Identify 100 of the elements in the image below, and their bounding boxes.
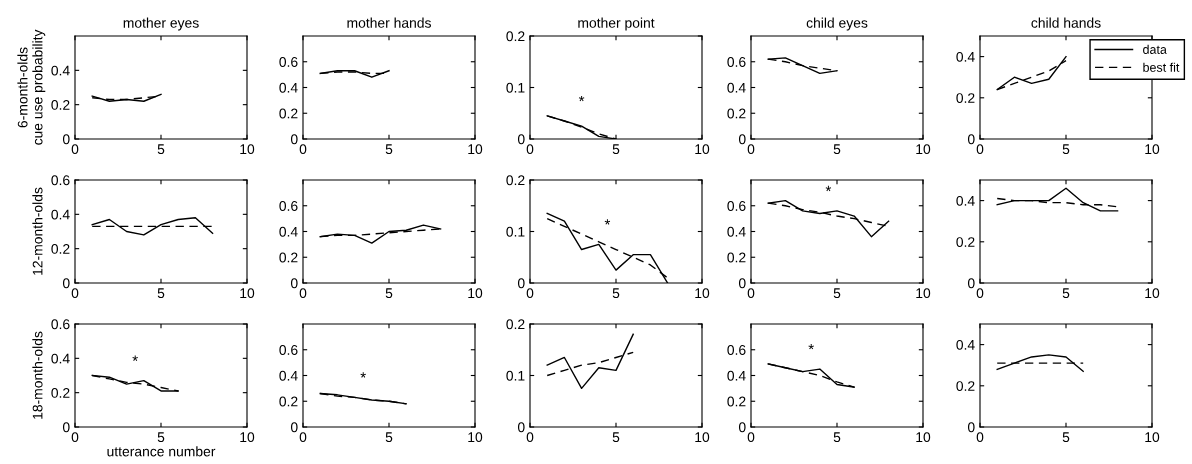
x-tick-label: 5 <box>385 288 393 299</box>
x-tick-label: 5 <box>1062 144 1070 155</box>
y-tick-label: 0 <box>62 134 70 145</box>
y-tick-label: 0.4 <box>727 82 746 93</box>
y-tick-label: 0.6 <box>51 319 70 330</box>
y-tick-label: 0.2 <box>506 319 525 330</box>
y-tick-label: 0.1 <box>506 370 525 381</box>
x-tick-label: 5 <box>385 144 393 155</box>
x-axis-title: utterance number <box>107 446 216 457</box>
x-tick-label: 5 <box>833 144 841 155</box>
y-tick-label: 0.1 <box>506 82 525 93</box>
y-tick-label: 0.4 <box>51 209 70 220</box>
x-tick-label: 10 <box>695 432 710 443</box>
line-series <box>996 354 1084 373</box>
y-tick-label: 0.2 <box>279 396 298 407</box>
x-tick-label: 5 <box>157 288 165 299</box>
y-tick-label: 0 <box>738 278 746 289</box>
y-tick-label: 0.4 <box>51 353 70 364</box>
y-tick-label: 0 <box>967 134 975 145</box>
y-axis-title: 12-month-olds <box>32 187 43 275</box>
x-tick-label: 10 <box>695 288 710 299</box>
x-tick-label: 10 <box>916 144 931 155</box>
annotation: * <box>360 372 366 378</box>
chart-title: mother point <box>578 17 655 31</box>
x-tick-label: 5 <box>157 144 165 155</box>
y-axis-title: 18-month-olds <box>32 331 43 419</box>
y-tick-label: 0 <box>517 422 525 433</box>
x-tick-label: 10 <box>916 432 931 443</box>
y-tick-label: 0.2 <box>956 381 975 391</box>
x-tick-label: 10 <box>1145 288 1160 299</box>
y-tick-label: 0.4 <box>727 370 746 381</box>
x-tick-label: 5 <box>157 432 165 443</box>
y-tick-label: 0.6 <box>727 201 746 211</box>
x-tick-label: 5 <box>612 288 620 299</box>
x-tick-label: 0 <box>71 144 79 155</box>
y-tick-label: 0.1 <box>506 226 525 237</box>
x-tick-label: 0 <box>526 432 534 443</box>
x-tick-label: 0 <box>976 288 984 299</box>
y-tick-label: 0.6 <box>727 345 746 355</box>
x-tick-label: 0 <box>299 144 307 155</box>
line-series <box>996 187 1119 212</box>
line-series <box>546 333 634 390</box>
y-tick-label: 0.2 <box>727 252 746 263</box>
y-tick-label: 0.4 <box>279 82 298 93</box>
y-axis-title: 6-month-olds cue use probability <box>17 29 46 145</box>
x-tick-label: 0 <box>976 432 984 443</box>
x-tick-label: 10 <box>468 432 483 443</box>
annotation: * <box>604 219 611 225</box>
x-tick-label: 10 <box>1145 144 1160 155</box>
y-tick-label: 0 <box>290 422 298 433</box>
annotation: * <box>132 355 138 361</box>
y-tick-label: 0.2 <box>51 100 70 110</box>
y-tick-label: 0.2 <box>279 252 298 263</box>
x-tick-label: 0 <box>299 288 307 299</box>
x-tick-label: 0 <box>747 144 755 155</box>
y-tick-label: 0.6 <box>279 57 298 67</box>
y-tick-label: 0.6 <box>279 201 298 211</box>
x-tick-label: 5 <box>1062 432 1070 443</box>
x-tick-label: 5 <box>1062 288 1070 299</box>
annotation: * <box>825 185 832 192</box>
y-tick-label: 0.2 <box>956 93 975 103</box>
x-tick-label: 10 <box>695 144 710 155</box>
y-tick-label: 0 <box>62 278 70 289</box>
y-tick-label: 0.4 <box>279 226 298 237</box>
y-tick-label: 0.2 <box>506 31 525 42</box>
y-tick-label: 0.2 <box>727 396 746 407</box>
chart-title: child eyes <box>806 17 868 31</box>
y-tick-label: 0.6 <box>279 345 298 355</box>
chart-title: child hands <box>1031 17 1101 28</box>
x-tick-label: 0 <box>299 432 307 443</box>
chart-title: mother hands <box>347 17 431 28</box>
x-tick-label: 0 <box>71 288 79 299</box>
x-tick-label: 10 <box>1145 432 1160 443</box>
y-tick-label: 0.6 <box>51 175 70 186</box>
y-tick-label: 0.2 <box>956 237 975 247</box>
annotation: * <box>808 343 814 350</box>
y-tick-label: 0 <box>967 422 975 433</box>
y-tick-label: 0 <box>738 134 746 145</box>
y-tick-label: 0 <box>738 422 746 433</box>
y-tick-label: 0 <box>517 278 525 289</box>
y-tick-label: 0.4 <box>279 370 298 381</box>
y-tick-label: 0.4 <box>956 195 975 206</box>
x-tick-label: 5 <box>833 288 841 299</box>
y-tick-label: 0.4 <box>51 65 70 76</box>
x-tick-label: 5 <box>833 432 841 443</box>
y-tick-label: 0 <box>62 422 70 433</box>
x-tick-label: 0 <box>526 144 534 155</box>
x-tick-label: 0 <box>747 432 755 443</box>
annotation: * <box>578 95 585 102</box>
y-tick-label: 0.2 <box>279 108 298 119</box>
x-tick-label: 0 <box>526 288 534 299</box>
x-tick-label: 10 <box>240 144 255 155</box>
y-tick-label: 0 <box>967 278 975 289</box>
y-tick-label: 0.6 <box>727 57 746 67</box>
x-tick-label: 0 <box>747 288 755 299</box>
y-tick-label: 0.2 <box>51 244 70 254</box>
y-tick-label: 0.4 <box>727 226 746 237</box>
x-tick-label: 10 <box>468 288 483 299</box>
y-tick-label: 0.2 <box>51 388 70 398</box>
y-tick-label: 0.2 <box>727 108 746 119</box>
